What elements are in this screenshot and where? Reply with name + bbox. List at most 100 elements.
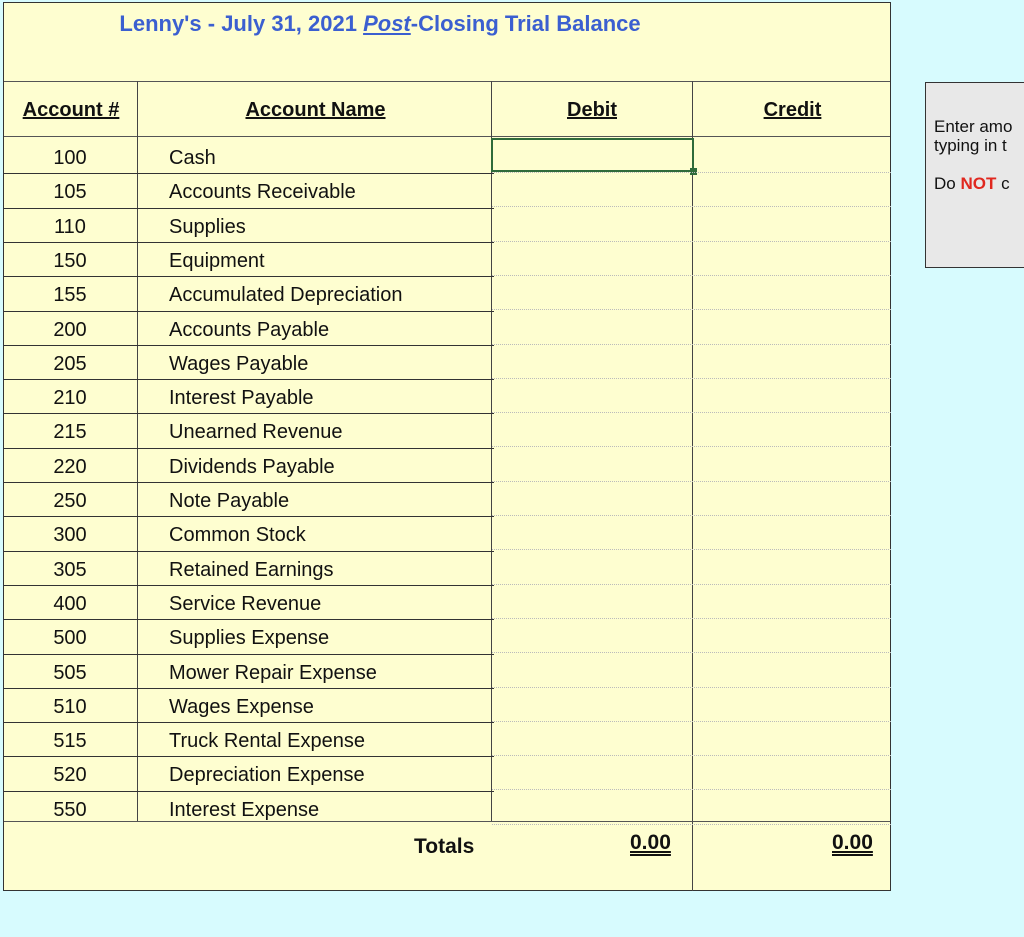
header-account-name: Account Name xyxy=(245,99,386,121)
cell-gridline xyxy=(492,720,891,722)
credit-input-cell[interactable] xyxy=(693,550,892,584)
row-divider xyxy=(4,687,494,689)
account-name: Interest Expense xyxy=(169,798,320,821)
credit-input-cell[interactable] xyxy=(693,584,892,618)
account-number: 510 xyxy=(53,695,87,718)
credit-input-cell[interactable] xyxy=(693,653,892,687)
account-name: Supplies xyxy=(169,215,246,238)
account-name: Dividends Payable xyxy=(169,455,335,478)
cell-gridline xyxy=(492,789,891,791)
account-row: 100 Cash xyxy=(4,140,494,174)
row-divider xyxy=(4,790,494,792)
credit-input-cell[interactable] xyxy=(693,378,892,412)
credit-input-cell[interactable] xyxy=(693,344,892,378)
sheet-title: Lenny's - July 31, 2021 Post-Closing Tri… xyxy=(4,11,756,37)
account-row: 300 Common Stock xyxy=(4,517,494,551)
row-divider xyxy=(4,310,494,312)
cell-gridline xyxy=(492,412,891,414)
account-number: 110 xyxy=(54,215,86,238)
credit-input-cell[interactable] xyxy=(693,447,892,481)
title-rest: -Closing Trial Balance xyxy=(410,11,641,36)
credit-input-cell[interactable] xyxy=(693,412,892,446)
credit-input-cell[interactable] xyxy=(693,172,892,206)
cell-gridline xyxy=(492,549,891,551)
debit-input-cell[interactable] xyxy=(491,721,694,755)
header-bottom-line xyxy=(4,136,890,137)
header-credit: Credit xyxy=(763,99,822,121)
credit-input-cell[interactable] xyxy=(693,721,892,755)
debit-input-cell[interactable] xyxy=(491,241,694,275)
account-name: Mower Repair Expense xyxy=(169,661,377,684)
debit-input-cell[interactable] xyxy=(491,755,694,789)
note-line-3-suffix: c xyxy=(996,174,1010,193)
header-top-line xyxy=(4,81,890,82)
account-row: 500 Supplies Expense xyxy=(4,620,494,654)
col-divider-1 xyxy=(137,81,138,821)
credit-input-cell[interactable] xyxy=(693,790,892,824)
credit-input-cell[interactable] xyxy=(693,687,892,721)
col-divider-2 xyxy=(491,81,492,821)
debit-input-cell[interactable] xyxy=(491,790,694,824)
debit-input-cell[interactable] xyxy=(491,172,694,206)
credit-input-cell[interactable] xyxy=(693,207,892,241)
debit-input-cell[interactable] xyxy=(491,275,694,309)
row-divider xyxy=(4,653,494,655)
account-row: 105 Accounts Receivable xyxy=(4,174,494,208)
debit-input-cell[interactable] xyxy=(491,653,694,687)
debit-input-cell[interactable] xyxy=(491,138,697,175)
title-company: Lenny's - July 31, 2021 xyxy=(119,11,364,36)
cell-gridline xyxy=(492,172,891,173)
account-name: Wages Payable xyxy=(169,352,309,375)
debit-input-cell[interactable] xyxy=(491,378,694,412)
credit-input-cell[interactable] xyxy=(693,241,892,275)
account-name: Common Stock xyxy=(169,524,306,547)
account-name: Note Payable xyxy=(169,490,290,512)
debit-input-cell[interactable] xyxy=(491,550,694,584)
account-number: 150 xyxy=(53,249,87,272)
row-divider xyxy=(4,379,494,381)
debit-input-cell[interactable] xyxy=(491,515,694,549)
debit-input-cell[interactable] xyxy=(491,447,694,481)
account-row: 215 Unearned Revenue xyxy=(4,414,494,448)
account-row: 250 Note Payable xyxy=(4,483,494,517)
account-number: 205 xyxy=(53,352,87,375)
credit-input-cell[interactable] xyxy=(693,481,892,515)
credit-input-cell[interactable] xyxy=(693,138,892,172)
account-name: Interest Payable xyxy=(169,387,314,410)
debit-input-cell[interactable] xyxy=(491,481,694,515)
debit-input-cell[interactable] xyxy=(491,412,694,446)
row-divider xyxy=(4,619,494,621)
debit-input-cell[interactable] xyxy=(491,344,694,378)
debit-input-cell[interactable] xyxy=(491,584,694,618)
note-line-3: Do NOT c xyxy=(934,174,1024,193)
row-divider xyxy=(4,584,494,586)
cell-gridline xyxy=(492,480,891,482)
credit-input-cell[interactable] xyxy=(693,310,892,344)
account-number: 520 xyxy=(53,764,87,787)
account-number: 305 xyxy=(53,558,87,581)
account-row: 200 Accounts Payable xyxy=(4,312,494,346)
account-number: 215 xyxy=(53,421,87,444)
account-number: 220 xyxy=(53,455,87,478)
account-row: 220 Dividends Payable xyxy=(4,449,494,483)
account-number: 105 xyxy=(53,181,87,204)
debit-input-cell[interactable] xyxy=(491,618,694,652)
debit-input-cell[interactable] xyxy=(491,310,694,344)
note-line-3-prefix: Do xyxy=(934,174,961,193)
account-row: 150 Equipment xyxy=(4,243,494,277)
totals-top-line xyxy=(4,821,890,822)
fill-handle[interactable] xyxy=(690,168,697,175)
account-number: 500 xyxy=(53,627,87,650)
cell-gridline xyxy=(492,515,891,516)
credit-input-cell[interactable] xyxy=(693,515,892,549)
row-divider xyxy=(4,207,494,209)
account-row: 400 Service Revenue xyxy=(4,586,494,620)
row-divider xyxy=(4,550,494,552)
credit-input-cell[interactable] xyxy=(693,755,892,789)
credit-input-cell[interactable] xyxy=(693,618,892,652)
row-divider xyxy=(4,722,494,724)
credit-input-cell[interactable] xyxy=(693,275,892,309)
debit-input-cell[interactable] xyxy=(491,207,694,241)
debit-input-cell[interactable] xyxy=(491,687,694,721)
cell-gridline xyxy=(492,583,891,585)
